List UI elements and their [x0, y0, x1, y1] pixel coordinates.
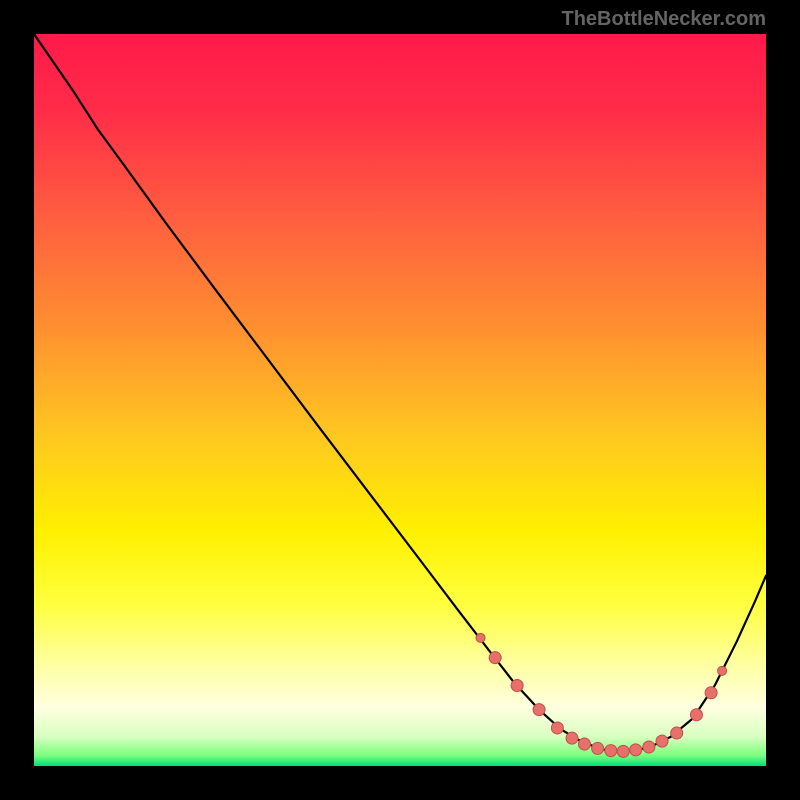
curve-marker	[705, 687, 717, 699]
curve-marker	[592, 742, 604, 754]
curve-marker	[617, 745, 629, 757]
curve-marker	[643, 741, 655, 753]
watermark-text: TheBottleNecker.com	[561, 8, 766, 31]
marker-group	[476, 633, 727, 757]
curve-layer	[34, 34, 766, 766]
curve-marker	[630, 744, 642, 756]
curve-marker	[551, 722, 563, 734]
curve-marker	[511, 679, 523, 691]
curve-marker	[605, 745, 617, 757]
curve-marker	[690, 709, 702, 721]
curve-marker	[671, 727, 683, 739]
curve-marker	[476, 633, 485, 642]
curve-marker	[489, 652, 501, 664]
chart-stage: TheBottleNecker.com	[0, 0, 800, 800]
curve-marker	[718, 666, 727, 675]
plot-area	[34, 34, 766, 766]
curve-marker	[578, 738, 590, 750]
curve-marker	[566, 732, 578, 744]
bottleneck-curve	[34, 34, 766, 751]
curve-marker	[656, 735, 668, 747]
curve-marker	[533, 704, 545, 716]
